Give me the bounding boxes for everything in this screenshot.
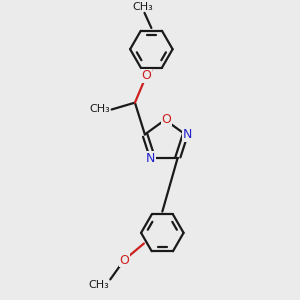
- Text: O: O: [142, 69, 152, 82]
- Text: O: O: [120, 254, 130, 267]
- Text: CH₃: CH₃: [88, 280, 109, 290]
- Text: CH₃: CH₃: [133, 2, 154, 11]
- Text: N: N: [183, 128, 192, 141]
- Text: O: O: [161, 112, 171, 126]
- Text: N: N: [146, 152, 155, 165]
- Text: CH₃: CH₃: [89, 104, 110, 114]
